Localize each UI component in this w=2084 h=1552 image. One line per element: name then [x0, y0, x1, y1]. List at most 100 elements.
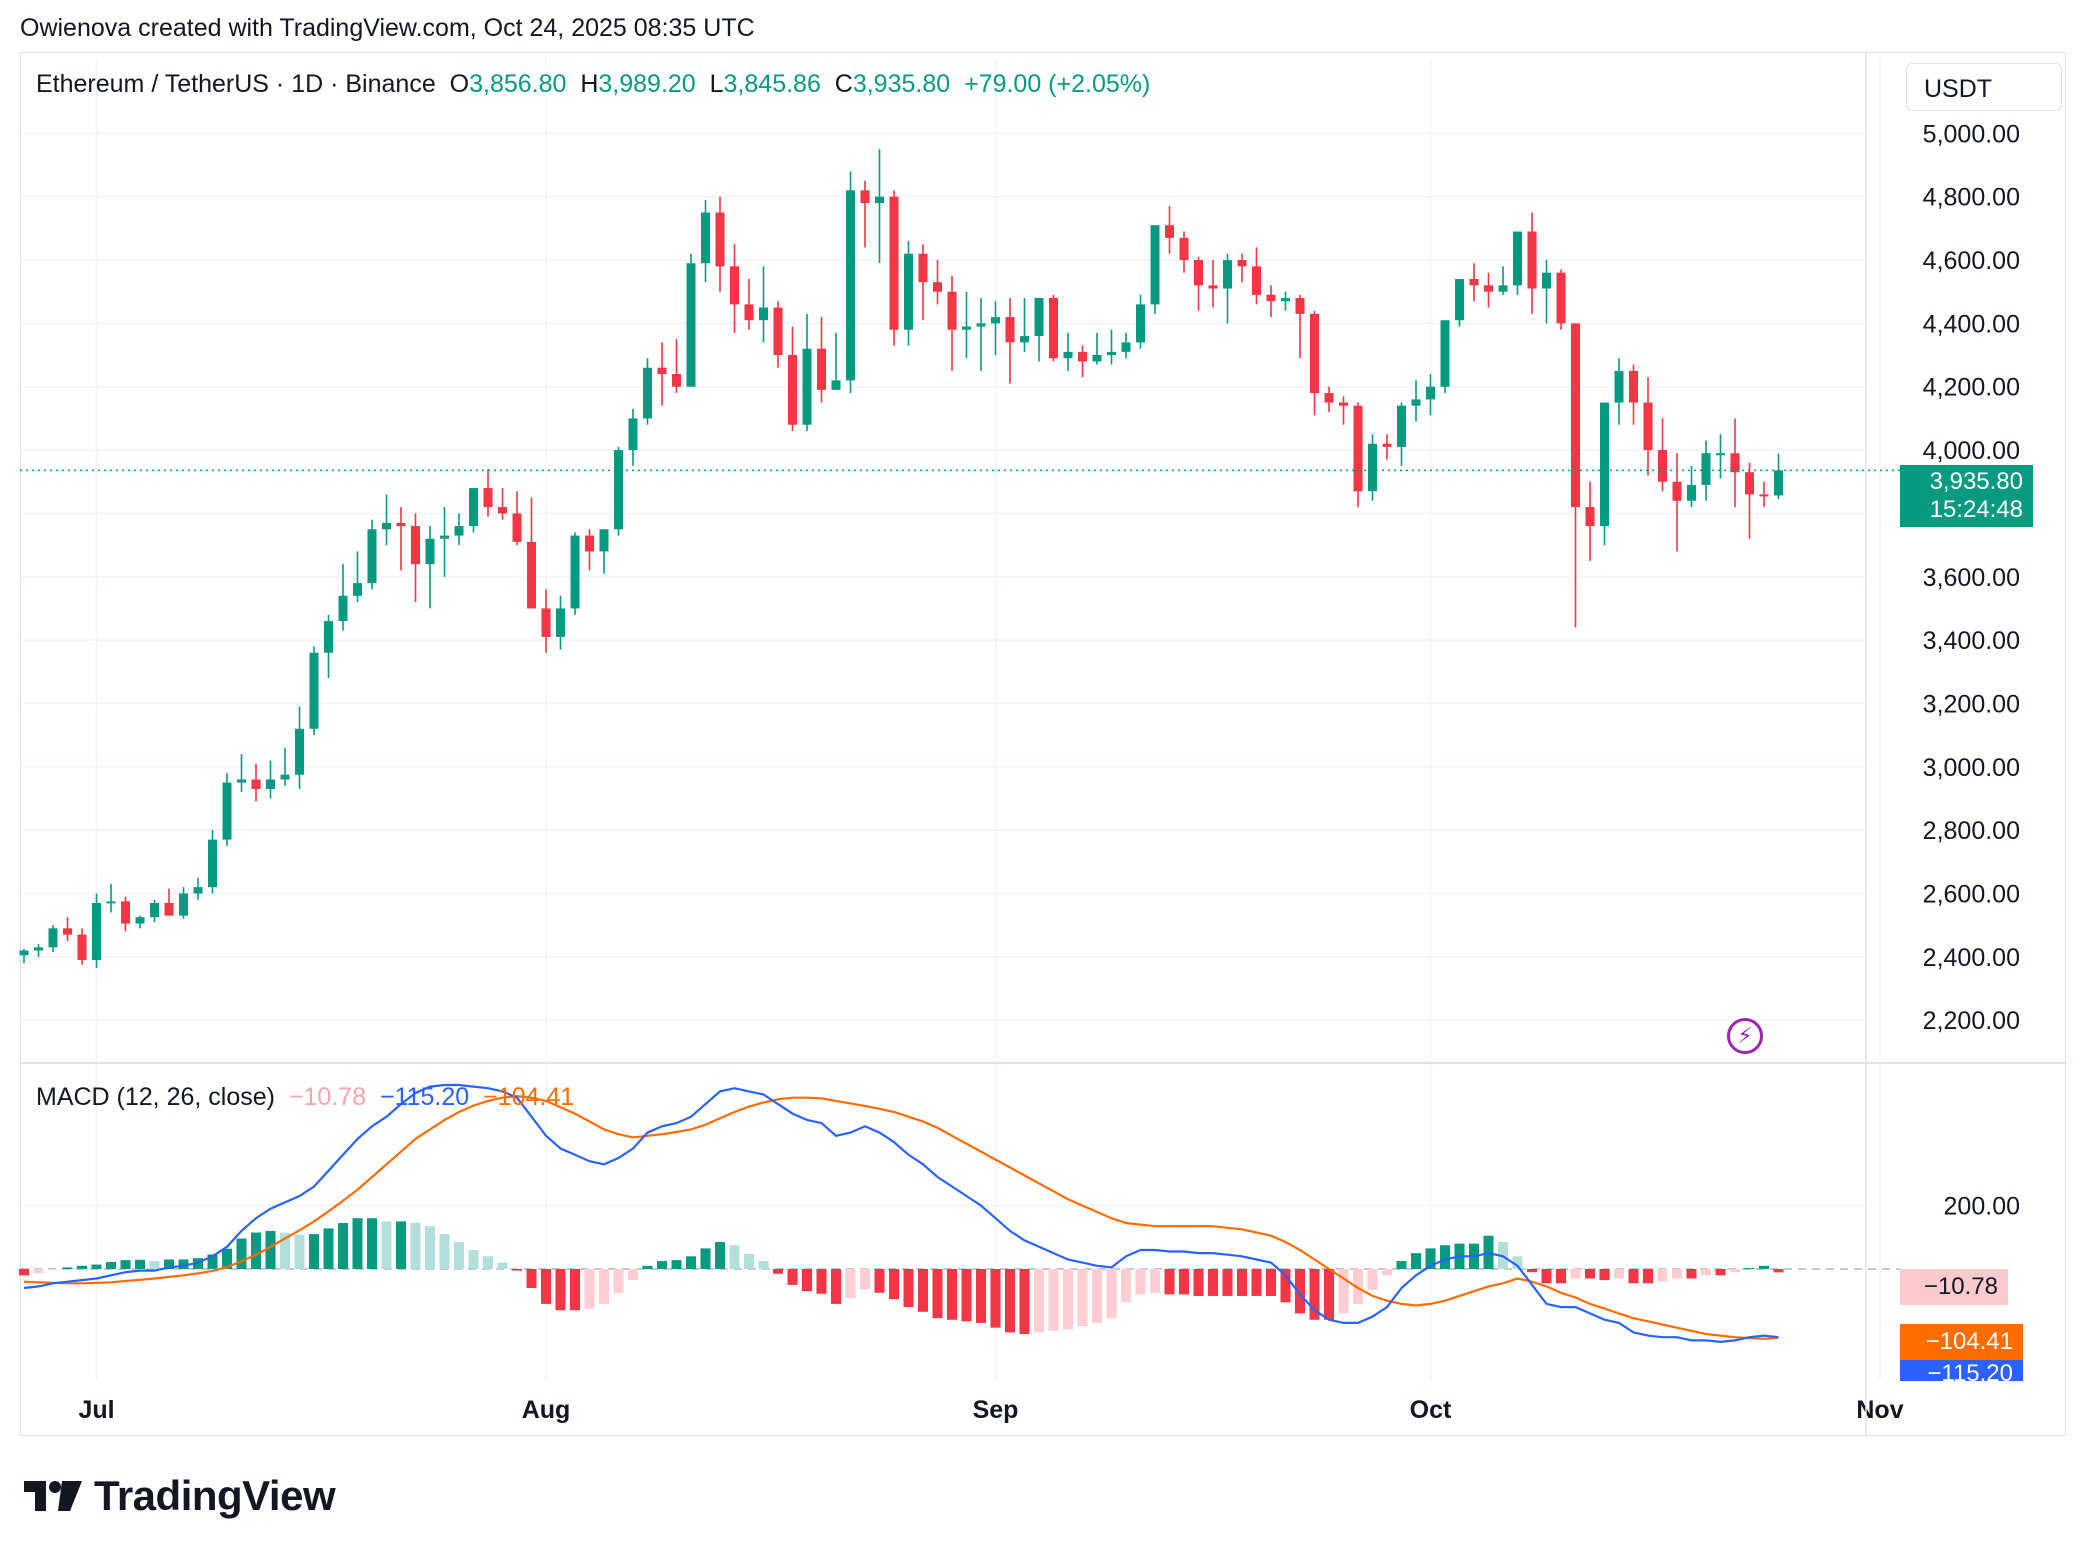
macd-histogram-bar — [1324, 1268, 1334, 1320]
candle-body — [686, 263, 696, 387]
candle-body — [1179, 237, 1189, 261]
macd-histogram-bar — [1179, 1268, 1189, 1295]
candle-body — [570, 535, 580, 609]
macd-histogram-bar — [1628, 1268, 1639, 1284]
price-tick-label: 4,200.00 — [1923, 374, 2020, 402]
open-value: 3,856.80 — [469, 70, 567, 98]
brand-logo[interactable]: TradingView — [24, 1472, 336, 1520]
macd-histogram-bar — [903, 1268, 914, 1308]
last-price-value: 3,935.80 — [1929, 468, 2023, 495]
macd-histogram-bar — [1295, 1268, 1305, 1314]
macd-histogram-bar — [48, 1268, 58, 1270]
macd-histogram-bar — [207, 1254, 218, 1269]
candle-body — [1513, 231, 1522, 286]
candle-body — [773, 307, 783, 356]
macd-histogram-bar — [1353, 1268, 1363, 1304]
price-tick-label: 3,000.00 — [1923, 754, 2020, 782]
candle-body — [34, 947, 43, 951]
macd-histogram-bar — [1280, 1268, 1291, 1303]
macd-histogram-bar — [1440, 1245, 1450, 1269]
candle-body — [1324, 393, 1334, 403]
candle-body — [701, 212, 710, 264]
candle-body — [1469, 279, 1479, 286]
currency-selector[interactable]: USDT — [1906, 63, 2062, 111]
macd-histogram-bar — [555, 1268, 566, 1311]
macd-histogram-bar — [1744, 1268, 1755, 1270]
macd-histogram-bar — [1193, 1268, 1204, 1296]
candle-body — [1542, 272, 1551, 289]
macd-histogram-bar — [381, 1221, 392, 1269]
candle-body — [1672, 481, 1682, 501]
macd-histogram-bar — [309, 1234, 319, 1269]
candle-body — [1426, 386, 1435, 400]
macd-histogram-bar — [845, 1268, 856, 1299]
macd-histogram-bar — [526, 1268, 537, 1289]
candle-body — [1121, 342, 1131, 352]
candle-body — [338, 595, 348, 622]
macd-histogram-bar — [1512, 1256, 1523, 1269]
candle-body — [1223, 260, 1232, 289]
macd-histogram-bar — [671, 1260, 682, 1269]
price-tick-label: 2,200.00 — [1923, 1007, 2020, 1035]
macd-histogram-bar — [1367, 1268, 1378, 1290]
macd-histogram-bar — [106, 1262, 116, 1269]
candles — [19, 149, 1783, 968]
macd-histogram-bar — [1411, 1253, 1421, 1269]
macd-histogram-bar — [512, 1268, 522, 1271]
candle-body — [817, 348, 826, 390]
candle-body — [1484, 285, 1493, 292]
macd-histogram-bar — [1208, 1268, 1218, 1296]
candle-body — [730, 266, 739, 305]
candle-body — [251, 779, 261, 789]
high-value: 3,989.20 — [598, 70, 696, 98]
candle-body — [599, 529, 609, 552]
candle-body — [1339, 402, 1348, 406]
lightning-icon[interactable]: ⚡ — [1727, 1018, 1763, 1054]
macd-histogram-bar — [410, 1223, 421, 1269]
macd-histogram-bar — [860, 1268, 870, 1290]
candle-body — [106, 901, 116, 904]
candle-body — [512, 513, 522, 542]
brand-name: TradingView — [94, 1472, 336, 1519]
macd-histogram-bar — [1599, 1268, 1610, 1281]
candle-body — [1165, 225, 1174, 238]
candle-body — [1078, 351, 1087, 362]
candle-body — [933, 282, 942, 292]
macd-histogram-bar — [1019, 1268, 1030, 1335]
candle-body — [1295, 298, 1305, 314]
macd-histogram-bar — [744, 1253, 754, 1269]
candle-body — [498, 507, 507, 514]
candle-body — [19, 950, 29, 956]
macd-hist-tag: −10.78 — [1900, 1269, 2008, 1305]
macd-histogram-bar — [1686, 1268, 1697, 1279]
macd-line-tag-text: −115.20 — [1927, 1360, 2013, 1381]
macd-histogram-bar — [874, 1268, 885, 1293]
macd-hist-tag-text: −10.78 — [1923, 1273, 1998, 1300]
close-value: 3,935.80 — [852, 70, 951, 98]
macd-histogram-bar — [686, 1256, 696, 1269]
candle-body — [1266, 294, 1276, 302]
candle-body — [469, 488, 478, 527]
candle-body — [1629, 370, 1638, 403]
macd-signal-line — [23, 1094, 1779, 1340]
macd-histogram-bar — [222, 1248, 232, 1269]
macd-histogram-bar — [918, 1268, 928, 1312]
macd-histogram-bar — [1338, 1268, 1349, 1314]
month-label: Aug — [522, 1396, 571, 1424]
candle-body — [715, 212, 725, 267]
low-label: L — [709, 70, 724, 98]
candle-body — [367, 529, 377, 584]
candle-body — [1353, 405, 1363, 492]
candle-body — [614, 450, 623, 530]
macd-histogram-bar — [149, 1261, 160, 1269]
tradingview-logo-icon — [24, 1481, 82, 1511]
candle-body — [860, 190, 870, 204]
macd-histogram-bar — [483, 1256, 493, 1269]
candle-body — [1687, 484, 1696, 501]
macd-histogram-bar — [1237, 1268, 1247, 1296]
candle-body — [976, 323, 986, 327]
macd-histogram-bar — [323, 1228, 334, 1269]
candle-body — [483, 488, 493, 508]
macd-histogram-bar — [1150, 1268, 1160, 1293]
